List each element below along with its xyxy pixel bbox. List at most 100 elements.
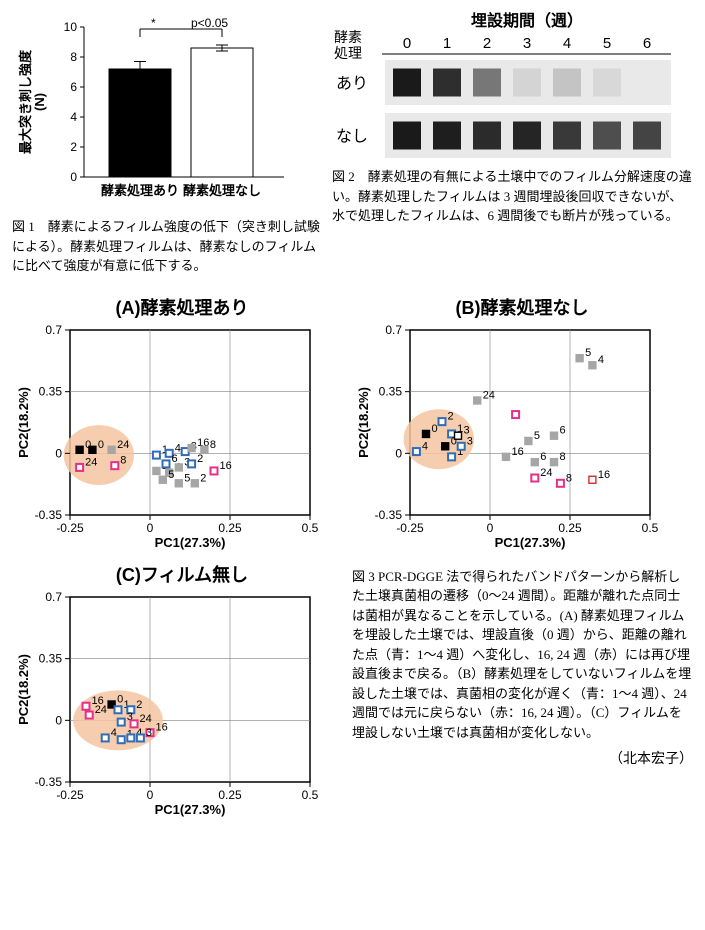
svg-text:なし: なし: [336, 128, 368, 146]
svg-text:5: 5: [184, 472, 190, 484]
svg-text:0: 0: [487, 521, 494, 535]
svg-text:PC1(27.3%): PC1(27.3%): [495, 535, 566, 550]
svg-text:2: 2: [200, 472, 206, 484]
svg-text:p<0.05: p<0.05: [191, 16, 228, 30]
svg-text:6: 6: [70, 80, 77, 94]
fig2-caption: 図 2 酵素処理の有無による土壌中でのフィルム分解速度の違い。酵素処理したフィル…: [332, 167, 693, 226]
svg-text:2: 2: [136, 698, 142, 710]
fig3-caption: 図 3 PCR-DGGE 法で得られたバンドパターンから解析した土壌真菌相の遷移…: [352, 567, 693, 743]
pca-panel-b: -0.2500.250.5-0.3500.350.7PC1(27.3%)PC2(…: [352, 320, 677, 555]
svg-text:-0.25: -0.25: [56, 788, 84, 802]
svg-text:-0.25: -0.25: [56, 521, 84, 535]
svg-text:PC2(18.2%): PC2(18.2%): [16, 654, 31, 725]
svg-text:4: 4: [70, 110, 77, 124]
svg-text:-0.25: -0.25: [396, 521, 424, 535]
svg-text:0.7: 0.7: [385, 323, 402, 337]
fig1-chart: 0246810最大突き刺し強度(N)酵素処理あり酵素処理なし*p<0.05: [12, 12, 317, 217]
svg-text:処理: 処理: [334, 45, 362, 61]
svg-text:2: 2: [70, 140, 77, 154]
svg-text:PC1(27.3%): PC1(27.3%): [155, 802, 226, 817]
panel-a-title: (A)酵素処理あり: [12, 294, 352, 320]
svg-text:PC1(27.3%): PC1(27.3%): [155, 535, 226, 550]
svg-text:24: 24: [483, 389, 495, 401]
svg-text:酵素処理なし: 酵素処理なし: [183, 183, 261, 198]
svg-text:8: 8: [70, 50, 77, 64]
svg-text:0: 0: [70, 170, 77, 184]
svg-text:PC2(18.2%): PC2(18.2%): [356, 387, 371, 458]
svg-text:酵素処理あり: 酵素処理あり: [101, 183, 179, 198]
svg-text:0.5: 0.5: [642, 521, 659, 535]
panel-b-title: (B)酵素処理なし: [352, 294, 692, 320]
svg-text:0: 0: [98, 438, 104, 450]
svg-text:5: 5: [585, 347, 591, 359]
fig2-strip: 埋設期間（週）酵素処理0123456ありなし: [332, 12, 692, 167]
svg-text:0: 0: [55, 446, 62, 460]
svg-text:0.7: 0.7: [45, 323, 62, 337]
svg-text:16: 16: [512, 445, 524, 457]
svg-text:1: 1: [443, 35, 451, 52]
svg-text:0: 0: [55, 713, 62, 727]
svg-text:24: 24: [140, 712, 152, 724]
svg-text:4: 4: [422, 440, 428, 452]
svg-text:3: 3: [523, 35, 531, 52]
svg-text:PC2(18.2%): PC2(18.2%): [16, 387, 31, 458]
svg-text:24: 24: [85, 456, 97, 468]
panel-c-title: (C)フィルム無し: [12, 561, 352, 587]
svg-text:24: 24: [117, 438, 129, 450]
svg-text:4: 4: [598, 354, 604, 366]
svg-text:16: 16: [156, 721, 168, 733]
svg-text:0: 0: [432, 422, 438, 434]
svg-text:5: 5: [603, 35, 611, 52]
svg-text:3: 3: [146, 726, 152, 738]
svg-text:2: 2: [197, 452, 203, 464]
svg-text:6: 6: [560, 424, 566, 436]
svg-text:24: 24: [540, 467, 552, 479]
svg-text:最大突き刺し強度(N): 最大突き刺し強度(N): [18, 49, 47, 154]
fig2-block: 埋設期間（週）酵素処理0123456ありなし 図 2 酵素処理の有無による土壌中…: [332, 12, 693, 276]
svg-text:24: 24: [95, 704, 107, 716]
svg-text:5: 5: [534, 430, 540, 442]
svg-text:6: 6: [172, 452, 178, 464]
svg-text:4: 4: [111, 726, 117, 738]
svg-text:*: *: [151, 16, 156, 30]
svg-text:0: 0: [147, 521, 154, 535]
svg-text:0.35: 0.35: [39, 651, 63, 665]
svg-text:酵素: 酵素: [334, 29, 362, 45]
svg-text:8: 8: [560, 451, 566, 463]
fig3-row1: (A)酵素処理あり -0.2500.250.5-0.3500.350.7PC1(…: [12, 294, 693, 555]
fig1-caption: 図 1 酵素によるフィルム強度の低下（突き刺し試験による）。酵素処理フィルムは、…: [12, 217, 332, 276]
svg-text:0: 0: [395, 446, 402, 460]
svg-text:3: 3: [467, 435, 473, 447]
svg-text:0.25: 0.25: [218, 521, 242, 535]
svg-text:-0.35: -0.35: [35, 775, 63, 789]
svg-text:2: 2: [448, 410, 454, 422]
fig3a-block: (A)酵素処理あり -0.2500.250.5-0.3500.350.7PC1(…: [12, 294, 352, 555]
svg-text:埋設期間（週）: 埋設期間（週）: [471, 12, 583, 30]
fig3c-block: (C)フィルム無し -0.25 0 0.25 0.5 -0.35 0 0.35 0.7 PC1(…: [12, 561, 352, 822]
svg-text:8: 8: [566, 472, 572, 484]
fig3b-block: (B)酵素処理なし -0.2500.250.5-0.3500.350.7PC1(…: [352, 294, 692, 555]
pca-panel-c: -0.25 0 0.25 0.5 -0.35 0 0.35 0.7 PC1(27.3%) PC2(…: [12, 587, 337, 822]
author: （北本宏子）: [352, 748, 693, 768]
svg-text:0.35: 0.35: [39, 384, 63, 398]
svg-text:8: 8: [120, 454, 126, 466]
svg-text:0: 0: [147, 788, 154, 802]
svg-text:16: 16: [220, 459, 232, 471]
fig3-caption-block: 図 3 PCR-DGGE 法で得られたバンドパターンから解析した土壌真菌相の遷移…: [352, 561, 693, 822]
top-row: 0246810最大突き刺し強度(N)酵素処理あり酵素処理なし*p<0.05 図 …: [12, 12, 693, 276]
svg-text:0: 0: [117, 693, 123, 705]
fig1-block: 0246810最大突き刺し強度(N)酵素処理あり酵素処理なし*p<0.05 図 …: [12, 12, 332, 276]
svg-text:0.35: 0.35: [379, 384, 403, 398]
fig3-row2: (C)フィルム無し -0.25 0 0.25 0.5 -0.35 0 0.35 0.7 PC1(…: [12, 561, 693, 822]
svg-text:6: 6: [643, 35, 651, 52]
pca-panel-a: -0.2500.250.5-0.3500.350.7PC1(27.3%)PC2(…: [12, 320, 337, 555]
svg-text:4: 4: [563, 35, 571, 52]
svg-text:0.5: 0.5: [302, 788, 319, 802]
svg-text:2: 2: [483, 35, 491, 52]
svg-text:0.25: 0.25: [558, 521, 582, 535]
svg-text:0.25: 0.25: [218, 788, 242, 802]
svg-text:あり: あり: [336, 75, 368, 93]
svg-text:0.5: 0.5: [302, 521, 319, 535]
svg-text:5: 5: [168, 468, 174, 480]
svg-text:0.7: 0.7: [45, 590, 62, 604]
